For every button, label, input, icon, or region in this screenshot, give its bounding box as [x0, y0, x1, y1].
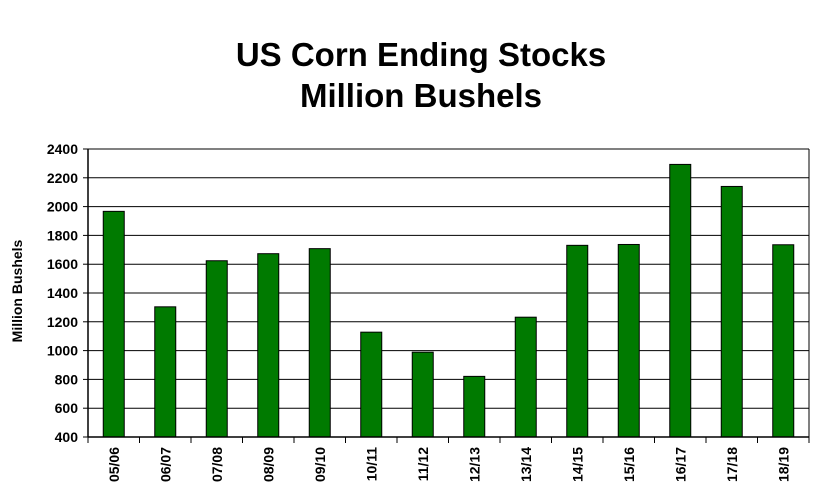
- y-tick-label: 2400: [47, 141, 78, 157]
- x-tick-label: 16/17: [672, 447, 688, 482]
- x-tick-label: 06/07: [157, 447, 173, 482]
- bar-08-09: [257, 253, 280, 438]
- y-tick-label: 600: [55, 400, 79, 416]
- x-tick-label: 15/16: [621, 447, 637, 482]
- bar-15-16: [617, 243, 640, 438]
- y-tick-label: 1600: [47, 256, 78, 272]
- bar-18-19: [772, 244, 795, 438]
- y-tick-label: 400: [55, 429, 79, 445]
- chart-subtitle: Million Bushels: [300, 77, 542, 114]
- bar-11-12: [411, 351, 434, 438]
- bar-05-06: [102, 210, 125, 438]
- bar-16-17: [669, 163, 692, 438]
- y-tick-label: 1000: [47, 343, 78, 359]
- x-tick-label: 13/14: [518, 447, 534, 482]
- y-tick-labels: 400 600 800 1000 1200 1400 1600 1800 2000 2200 240…: [47, 141, 78, 445]
- bar-17-18: [720, 185, 743, 438]
- x-tick-label: 07/08: [209, 447, 225, 482]
- x-tick-label: 05/06: [106, 447, 122, 482]
- y-tick-label: 1800: [47, 227, 78, 243]
- y-tick-label: 2000: [47, 199, 78, 215]
- bar-13-14: [514, 316, 537, 438]
- x-tick-label: 12/13: [466, 447, 482, 482]
- x-tick-label: 08/09: [260, 447, 276, 482]
- bars: [102, 163, 795, 438]
- bar-12-13: [463, 375, 486, 438]
- x-tick-label: 14/15: [569, 447, 585, 482]
- y-tick-label: 1400: [47, 285, 78, 301]
- y-axis-label: Million Bushels: [9, 239, 25, 342]
- y-tick-label: 800: [55, 371, 79, 387]
- x-tick-label: 11/12: [415, 447, 431, 481]
- bar-14-15: [566, 244, 589, 438]
- x-tick-label: 09/10: [312, 447, 328, 482]
- x-tick-label: 17/18: [724, 447, 740, 482]
- bar-06-07: [154, 306, 177, 438]
- axes: [83, 148, 810, 443]
- x-tick-label: 10/11: [363, 447, 379, 481]
- bar-10-11: [360, 331, 383, 438]
- bar-09-10: [308, 248, 331, 438]
- y-tick-label: 1200: [47, 314, 78, 330]
- chart-title: US Corn Ending Stocks: [236, 36, 606, 73]
- gridlines: [88, 148, 809, 438]
- x-tick-labels: 05/06 06/07 07/08 08/09 09/10 10/11 11/12 12/13…: [106, 447, 792, 482]
- x-tick-label: 18/19: [775, 447, 791, 482]
- y-tick-label: 2200: [47, 170, 78, 186]
- bar-07-08: [205, 260, 228, 438]
